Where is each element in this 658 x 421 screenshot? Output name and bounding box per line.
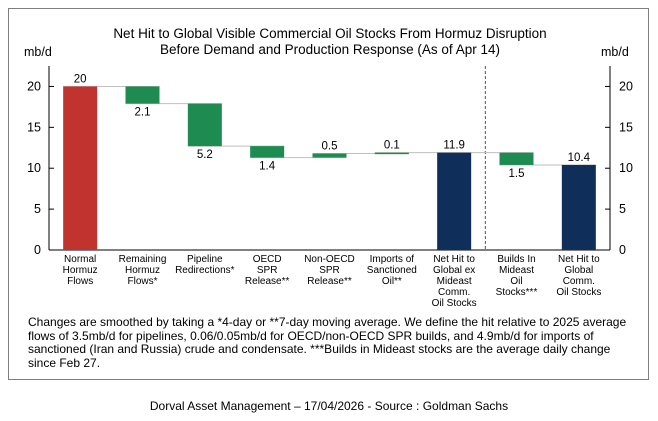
waterfall-bar xyxy=(125,86,160,104)
chart-title-line-1: Net Hit to Global Visible Commercial Oil… xyxy=(113,26,546,41)
y-tick-right-label: 15 xyxy=(619,120,633,134)
waterfall-bar xyxy=(250,146,285,158)
category-label-line: Global xyxy=(564,265,593,276)
category-label-line: SPR xyxy=(319,265,340,276)
waterfall-bar xyxy=(374,152,409,155)
category-label-line: Redirections* xyxy=(175,265,235,276)
data-label: 1.5 xyxy=(509,168,525,180)
category-label-line: Oil** xyxy=(382,276,402,287)
y-tick-right-label: 0 xyxy=(619,243,626,257)
category-label-line: Global ex xyxy=(433,265,475,276)
category-label-line: Pipeline xyxy=(187,254,223,265)
y-tick-right-label: 10 xyxy=(619,161,633,175)
x-tick-category-label: Builds In Mideast Oil Stocks*** xyxy=(496,254,538,298)
category-label-line: Release** xyxy=(245,276,290,287)
category-label-line: Builds In xyxy=(497,254,535,265)
category-label-line: Hormuz xyxy=(63,265,98,276)
data-label: 0.5 xyxy=(322,141,338,153)
data-label: 0.1 xyxy=(384,140,400,152)
waterfall-bar xyxy=(499,152,534,165)
y-tick-right-label: 20 xyxy=(619,79,633,93)
x-tick-category-label: OECD SPR Release** xyxy=(245,254,290,287)
category-label-line: Oil Stocks xyxy=(556,287,601,298)
x-tick-category-label: Pipeline Redirections* xyxy=(175,254,235,276)
y-tick-left-label: 0 xyxy=(34,243,41,257)
category-label-line: Comm. xyxy=(563,276,595,287)
x-tick-category-label: Normal Hormuz Flows xyxy=(63,254,98,287)
y-tick-left-label: 15 xyxy=(27,120,41,134)
waterfall-bar xyxy=(63,86,98,250)
x-tick-category-label: Net Hit to Global ex Mideast Comm. Oil Stock… xyxy=(432,254,477,309)
category-label-line: Mideast xyxy=(437,276,472,287)
source-caption: Dorval Asset Management – 17/04/2026 - S… xyxy=(149,399,509,413)
category-label-line: Mideast xyxy=(499,265,534,276)
waterfall-bar xyxy=(561,164,596,250)
category-label-line: Hormuz xyxy=(125,265,160,276)
data-label: 2.1 xyxy=(135,107,151,119)
x-tick-category-label: Remaining Hormuz Flows* xyxy=(119,254,167,287)
chart-footnote: Changes are smoothed by taking a *4-day … xyxy=(28,315,627,370)
category-label-line: Sanctioned xyxy=(367,265,417,276)
y-axis-label-left: mb/d xyxy=(24,45,52,59)
data-label: 10.4 xyxy=(568,152,591,164)
chart-frame xyxy=(8,8,649,380)
y-tick-left-label: 20 xyxy=(27,79,41,93)
category-label-line: Imports of xyxy=(370,254,415,265)
x-tick-category-label: Non-OECD SPR Release** xyxy=(304,254,355,287)
category-label-line: Net Hit to xyxy=(433,254,475,265)
category-label-line: SPR xyxy=(257,265,278,276)
category-label-line: Oil xyxy=(510,276,522,287)
y-tick-right-label: 5 xyxy=(619,202,626,216)
y-axis-label-right: mb/d xyxy=(601,45,629,59)
data-label: 11.9 xyxy=(443,140,465,152)
x-tick-category-label: Imports of Sanctioned Oil** xyxy=(367,254,417,287)
data-label: 1.4 xyxy=(259,161,276,173)
y-tick-left-label: 5 xyxy=(34,202,41,216)
category-label-line: Release** xyxy=(307,276,352,287)
category-label-line: Normal xyxy=(64,254,96,265)
data-label: 20 xyxy=(74,73,87,85)
category-label-line: Remaining xyxy=(119,254,167,265)
waterfall-bar xyxy=(312,153,347,158)
category-label-line: Net Hit to xyxy=(558,254,600,265)
chart-title-line-2: Before Demand and Production Response (A… xyxy=(160,42,500,57)
category-label-line: Flows xyxy=(67,276,93,287)
waterfall-bar xyxy=(437,152,472,250)
category-label-line: Stocks*** xyxy=(496,287,538,298)
category-label-line: Oil Stocks xyxy=(432,298,477,309)
category-label-line: Comm. xyxy=(438,287,470,298)
category-label-line: Non-OECD xyxy=(304,254,355,265)
category-label-line: OECD xyxy=(253,254,282,265)
category-label-line: Flows* xyxy=(127,276,157,287)
data-label: 5.2 xyxy=(197,149,213,161)
y-tick-left-label: 10 xyxy=(27,161,41,175)
waterfall-bar xyxy=(187,103,222,147)
x-tick-category-label: Net Hit to Global Comm. Oil Stocks xyxy=(556,254,601,298)
